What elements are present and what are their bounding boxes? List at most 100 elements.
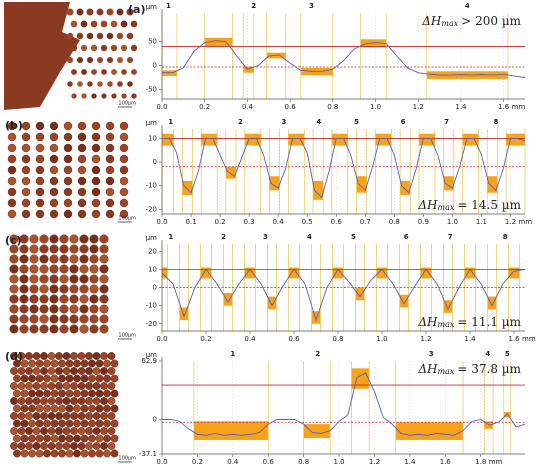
particle [126,56,134,64]
particle [69,244,79,254]
region-label: 3 [429,350,434,358]
region-label: 3 [282,118,287,126]
region-label: 2 [221,233,226,241]
particle [92,427,101,435]
particle [17,382,26,390]
particle [103,389,111,398]
particle [40,412,48,420]
particle [7,187,17,197]
x-tick-label: 0.5 [302,218,313,226]
particle [107,382,116,390]
particle [85,382,93,390]
particle [105,154,115,164]
particle [58,404,66,413]
particle [55,427,63,435]
particle [13,434,21,443]
particle [47,382,56,390]
particle [58,374,66,383]
particle [99,324,109,334]
particle [65,374,74,383]
particle [43,404,51,413]
particle [77,198,87,208]
x-tick-label: 1.4 [455,103,467,111]
y-tick-label: -50 [146,85,157,93]
y-tick-label: 0 [153,415,157,423]
annotation-text: = 37.8 µm [457,362,521,376]
particle [88,404,96,413]
particle [62,427,71,435]
particle [99,294,109,304]
particle [50,359,59,368]
region-label: 1 [166,2,171,10]
y-tick-label: 0 [153,62,157,70]
particle [59,324,69,334]
particle [62,367,71,375]
region [484,421,494,429]
annotation-symbol: ΔH [417,362,438,376]
region-label: 2 [251,2,256,10]
particle [50,404,59,413]
particle [39,254,49,264]
region [462,133,479,146]
particle [40,442,48,450]
particle [70,367,78,375]
region-label: 6 [404,233,409,241]
region [332,267,344,279]
particle [28,374,36,383]
particle [55,412,63,420]
panel-label: (b) [5,119,23,132]
particle [49,176,59,186]
annotation: ΔHmax = 11.1 µm [417,315,521,330]
particle [39,274,49,284]
particle [39,234,49,244]
y-unit: µm [146,351,157,359]
particle [100,412,108,420]
particle [80,44,88,52]
particle [25,367,33,375]
region [503,412,511,418]
particle [19,324,29,334]
particle [105,176,115,186]
particle [43,374,51,383]
particle [77,412,86,420]
particle [55,367,63,375]
particle [85,352,93,360]
particle [97,81,103,87]
particle [20,419,29,428]
particle [85,442,93,450]
particle [96,56,104,64]
particle [49,143,59,153]
y-tick-label: -10 [146,302,157,310]
particle [63,176,73,186]
particle [66,8,74,16]
particle [77,176,87,186]
particle [89,244,99,254]
particle [17,397,26,405]
particle [49,198,59,208]
particle [63,143,73,153]
particle [96,32,104,40]
particle [91,198,101,208]
particle [76,32,84,40]
particle [80,374,89,383]
x-unit: mm [522,335,536,343]
region [400,180,411,196]
x-tick-label: 0.0 [156,103,167,111]
particle [69,274,79,284]
particle [106,8,114,16]
annotation-subscript: max [438,320,455,329]
particle [55,352,63,360]
particle [85,397,93,405]
particle [99,254,109,264]
region-label: 4 [307,233,312,241]
particle [59,304,69,314]
particle [35,198,45,208]
y-tick-label: 50 [148,38,157,46]
particle [29,234,39,244]
particle [13,389,21,398]
particle [91,121,101,131]
particle [49,274,59,284]
particle [49,154,59,164]
particle [9,314,19,324]
particle [32,397,41,405]
